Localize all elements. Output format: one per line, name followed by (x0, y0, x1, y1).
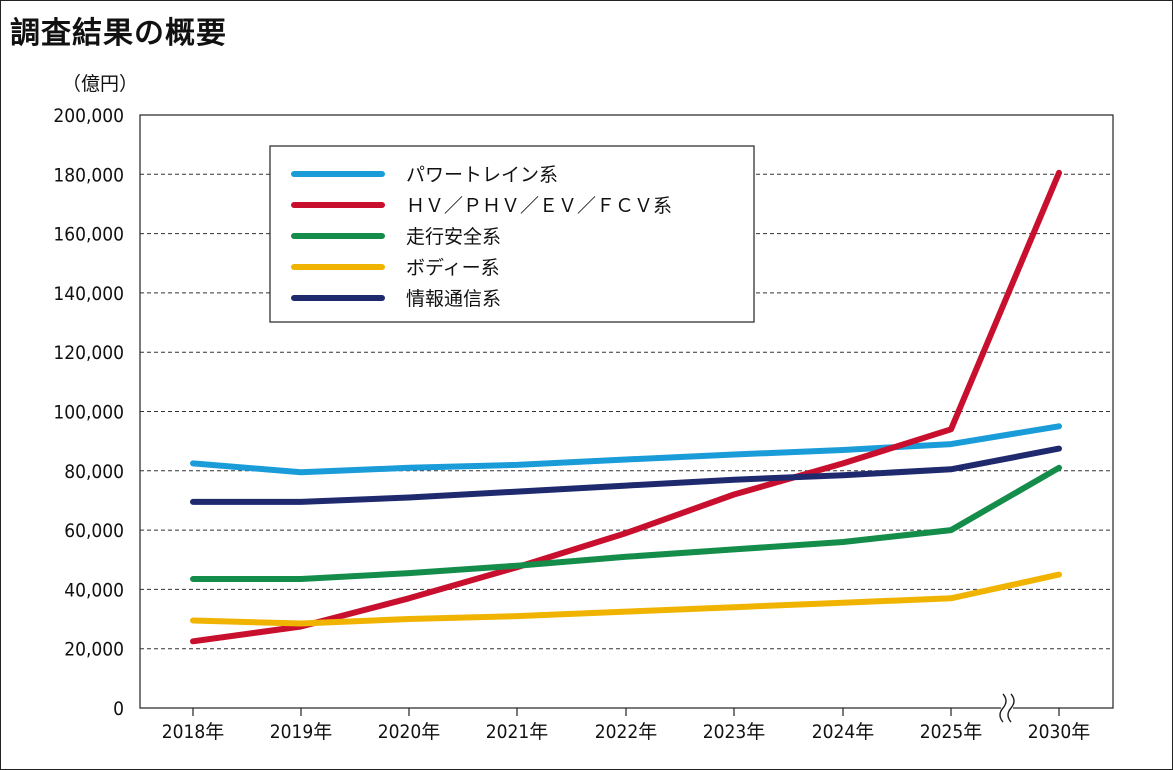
series-line (190, 464, 1062, 582)
y-tick-label: 60,000 (64, 520, 124, 542)
y-tick-label: 160,000 (53, 224, 124, 246)
y-tick-label: 40,000 (64, 579, 124, 601)
page-title: 調査結果の概要 (10, 16, 227, 51)
series-line (190, 445, 1062, 505)
x-tick-label: 2024年 (812, 721, 875, 743)
x-tick-label: 2019年 (270, 721, 333, 743)
y-tick-label: 100,000 (53, 402, 124, 424)
x-tick-label: 2023年 (703, 721, 766, 743)
y-tick-label: 0 (113, 698, 124, 720)
x-tick-label: 2030年 (1028, 721, 1091, 743)
legend-label: 走行安全系 (406, 226, 501, 248)
legend-label: ボディー系 (406, 257, 500, 279)
x-tick-label: 2018年 (162, 721, 225, 743)
y-tick-label: 80,000 (64, 461, 124, 483)
x-tick-label: 2022年 (595, 721, 658, 743)
legend-label: 情報通信系 (406, 288, 501, 310)
y-tick-label: 20,000 (64, 639, 124, 661)
x-tick-label: 2020年 (378, 721, 441, 743)
axis-break-mark (1007, 693, 1015, 723)
x-tick-label: 2025年 (920, 721, 983, 743)
x-axis-ticks: 2018年 2019年 2020年 2021年 2022年 2023年 2024年 2025年… (162, 708, 1091, 743)
y-tick-label: 140,000 (53, 283, 124, 305)
axis-break-mask (1001, 694, 1013, 722)
y-tick-label: 120,000 (53, 342, 124, 364)
x-tick-label: 2021年 (486, 721, 549, 743)
axis-break-mark (999, 693, 1007, 723)
y-axis-ticks: 0 20,000 40,000 60,000 80,000 100,000 120,000 1… (53, 105, 124, 720)
y-tick-label: 200,000 (53, 105, 124, 127)
series-line (190, 169, 1062, 645)
legend-label: パワートレイン系 (406, 164, 558, 186)
y-axis-unit-label: （億円） (62, 73, 138, 95)
legend-label: ＨＶ／ＰＨＶ／ＥＶ／ＦＣＶ系 (406, 195, 672, 217)
series-line (190, 423, 1062, 476)
series-line (190, 571, 1062, 627)
series-lines (190, 169, 1062, 645)
y-tick-label: 180,000 (53, 164, 124, 186)
